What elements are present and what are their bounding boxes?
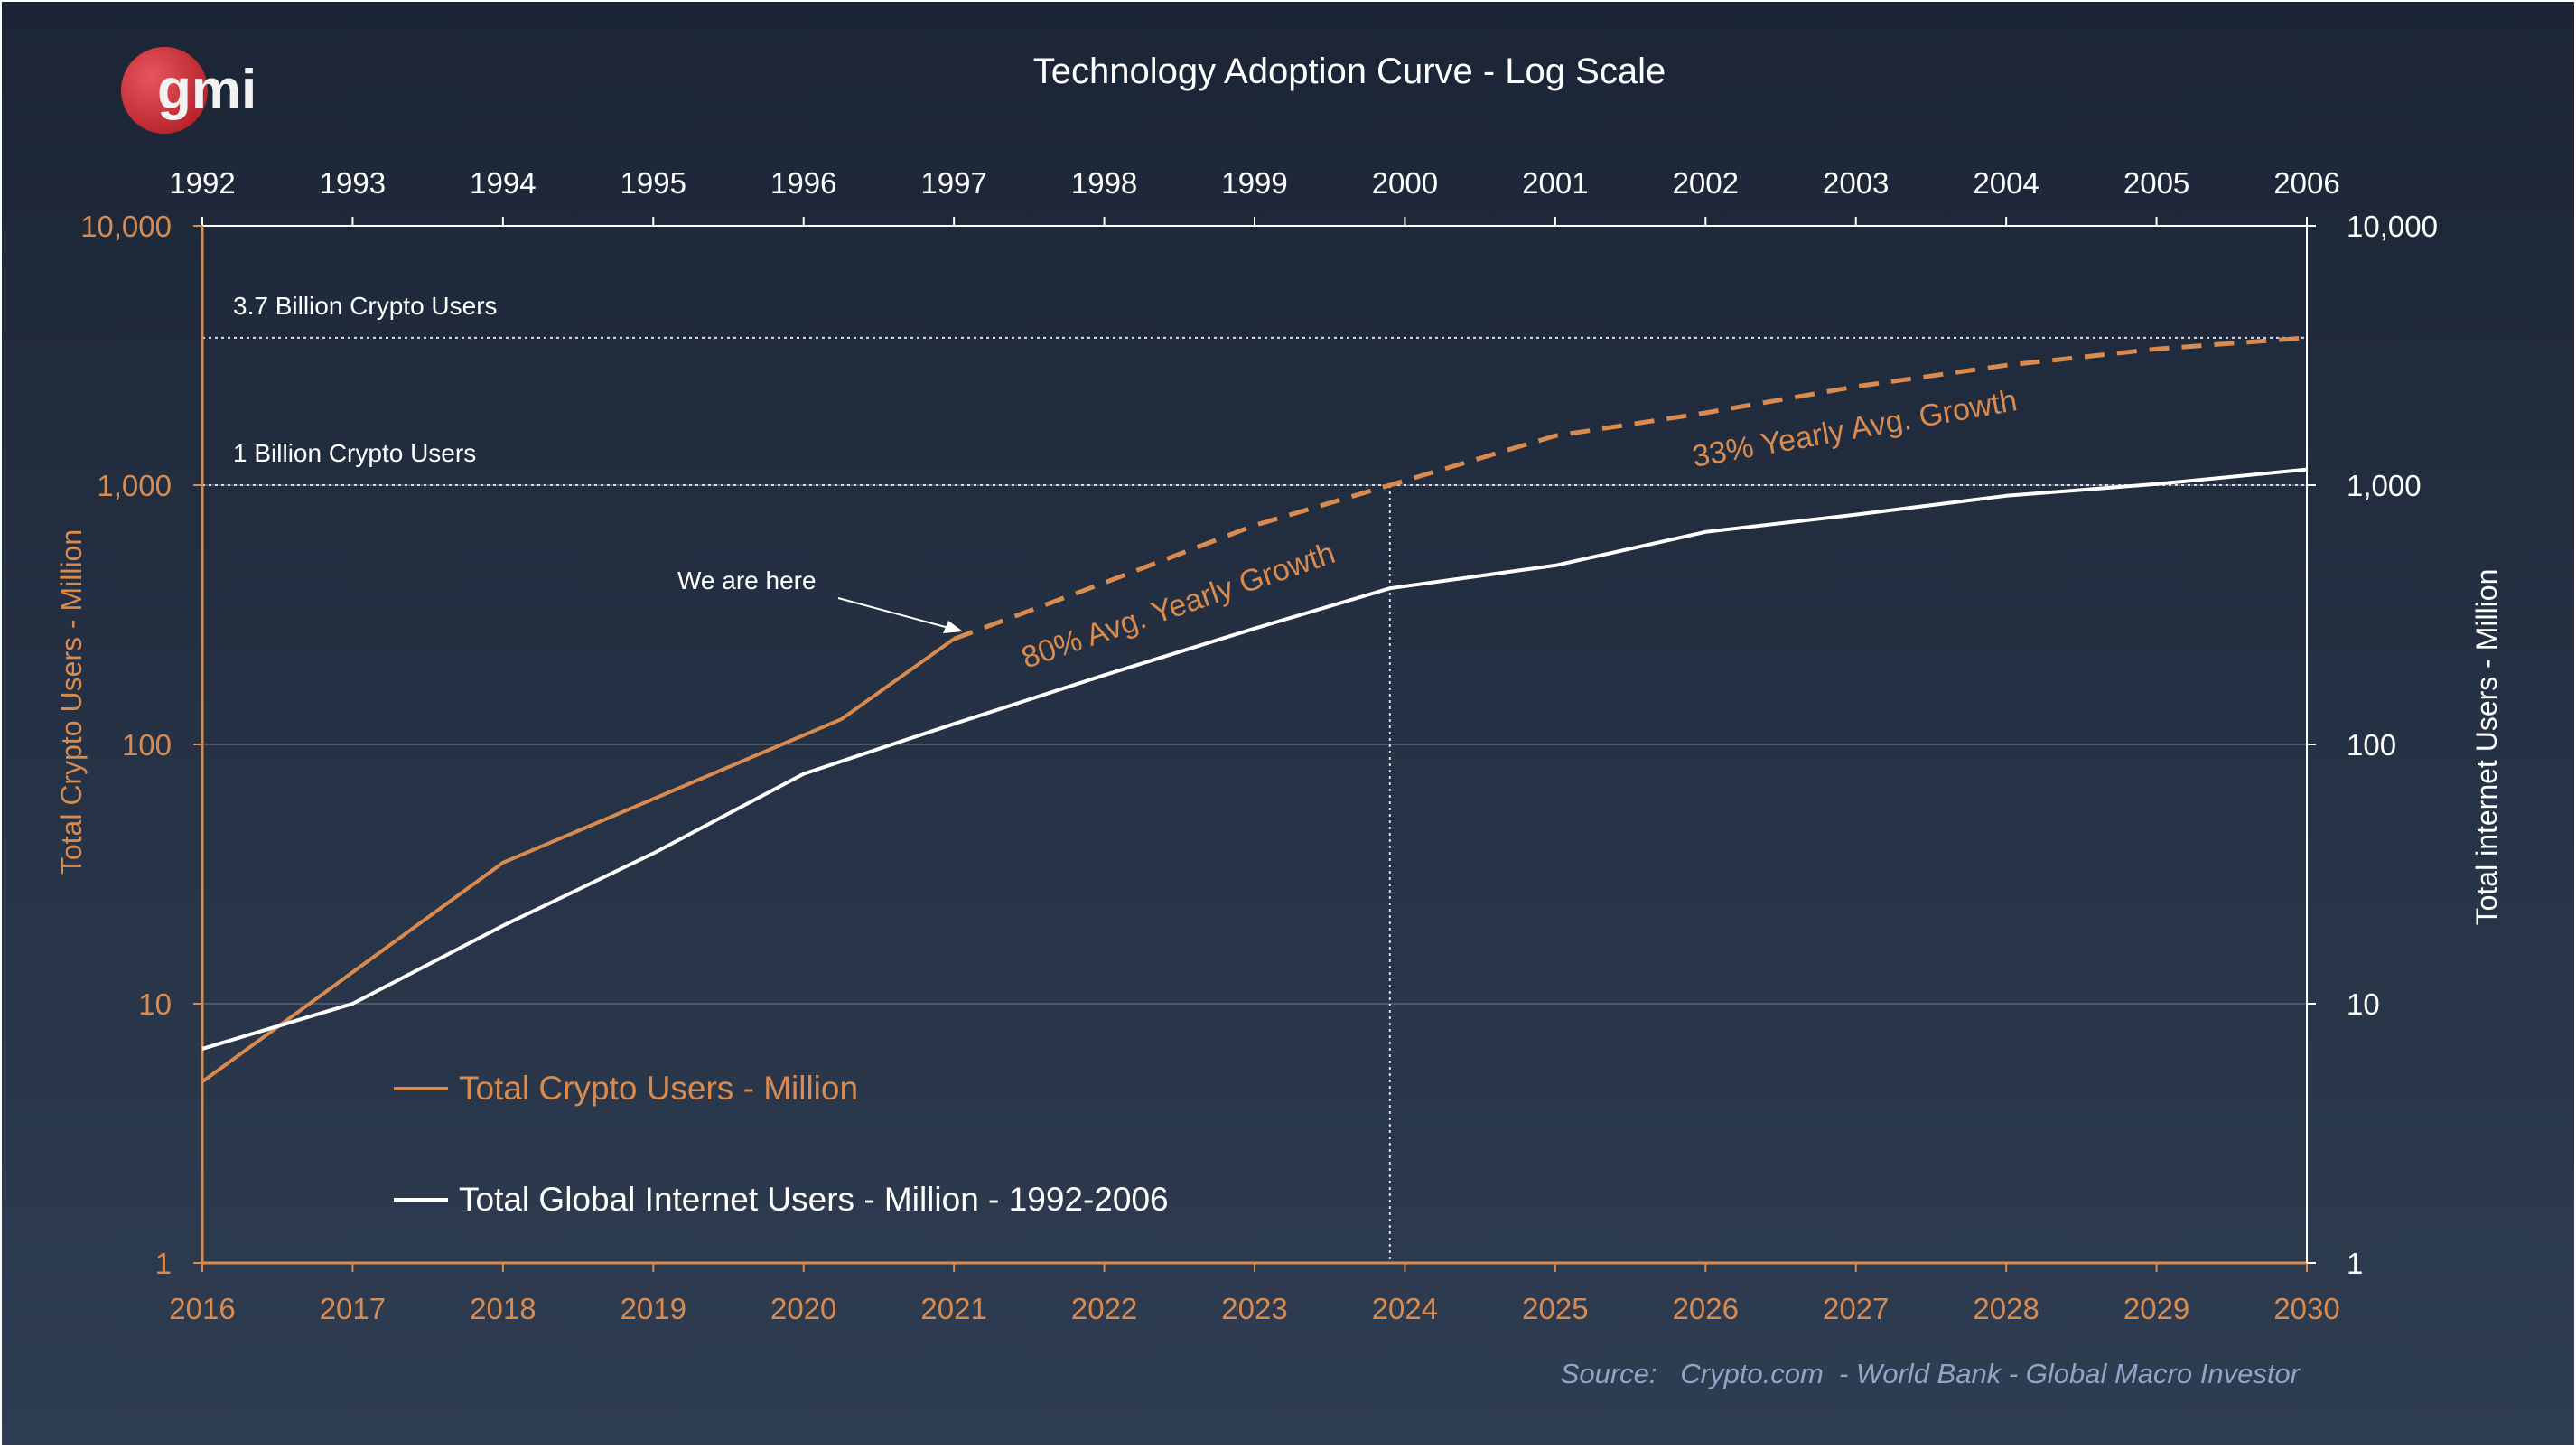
x-bottom-tick-label: 2022 [1071, 1292, 1137, 1325]
legend-label-internet: Total Global Internet Users - Million - … [459, 1181, 1169, 1218]
x-top-tick-label: 2006 [2273, 166, 2339, 200]
x-bottom-tick-label: 2019 [621, 1292, 686, 1325]
x-bottom-tick-label: 2021 [920, 1292, 986, 1325]
x-bottom-tick-label: 2026 [1673, 1292, 1739, 1325]
y-left-tick-label: 10,000 [80, 210, 172, 243]
reference-line-label: 1 Billion Crypto Users [233, 439, 476, 467]
x-top-tick-label: 2004 [1973, 166, 2039, 200]
y-left-tick-label: 1,000 [97, 469, 172, 502]
x-top-tick-label: 1996 [770, 166, 836, 200]
y-right-tick-label: 1 [2347, 1247, 2363, 1280]
x-bottom-tick-label: 2018 [470, 1292, 536, 1325]
x-bottom-tick-label: 2023 [1221, 1292, 1287, 1325]
y-left-tick-label: 1 [155, 1247, 172, 1280]
y-right-tick-label: 100 [2347, 728, 2396, 762]
y-axis-label-right: Total internet Users - Million [2470, 569, 2503, 926]
y-axis-label-left: Total Crypto Users - Million [55, 529, 88, 875]
x-bottom-tick-label: 2029 [2123, 1292, 2189, 1325]
x-top-tick-label: 1993 [320, 166, 386, 200]
reference-line-label: 3.7 Billion Crypto Users [233, 292, 498, 320]
x-top-tick-label: 2000 [1372, 166, 1438, 200]
annotation-we-are-here: We are here [677, 566, 817, 594]
x-top-tick-label: 2005 [2123, 166, 2189, 200]
logo: gmi [121, 47, 257, 134]
x-bottom-tick-label: 2030 [2273, 1292, 2339, 1325]
y-right-tick-label: 10,000 [2347, 210, 2438, 243]
x-bottom-tick-label: 2024 [1372, 1292, 1438, 1325]
x-bottom-tick-label: 2028 [1973, 1292, 2039, 1325]
x-top-tick-label: 2002 [1673, 166, 1739, 200]
x-top-tick-label: 1994 [470, 166, 536, 200]
x-bottom-tick-label: 2027 [1823, 1292, 1889, 1325]
x-top-tick-label: 1998 [1071, 166, 1137, 200]
logo-text: gmi [157, 59, 257, 121]
x-bottom-tick-label: 2016 [169, 1292, 235, 1325]
legend-label-crypto: Total Crypto Users - Million [459, 1070, 858, 1107]
y-left-tick-label: 100 [122, 728, 172, 762]
x-top-tick-label: 1992 [169, 166, 235, 200]
x-top-tick-label: 2001 [1522, 166, 1588, 200]
chart-title: Technology Adoption Curve - Log Scale [1033, 51, 1666, 91]
x-bottom-tick-label: 2017 [320, 1292, 386, 1325]
x-top-tick-label: 1999 [1221, 166, 1287, 200]
y-left-tick-label: 10 [138, 987, 172, 1021]
y-right-tick-label: 1,000 [2347, 469, 2422, 502]
x-bottom-tick-label: 2025 [1522, 1292, 1588, 1325]
y-right-tick-label: 10 [2347, 987, 2380, 1021]
x-bottom-tick-label: 2020 [770, 1292, 836, 1325]
source-note: Source: Crypto.com - World Bank - Global… [1561, 1358, 2301, 1389]
x-top-tick-label: 1997 [920, 166, 986, 200]
x-top-tick-label: 2003 [1823, 166, 1889, 200]
x-top-tick-label: 1995 [621, 166, 686, 200]
